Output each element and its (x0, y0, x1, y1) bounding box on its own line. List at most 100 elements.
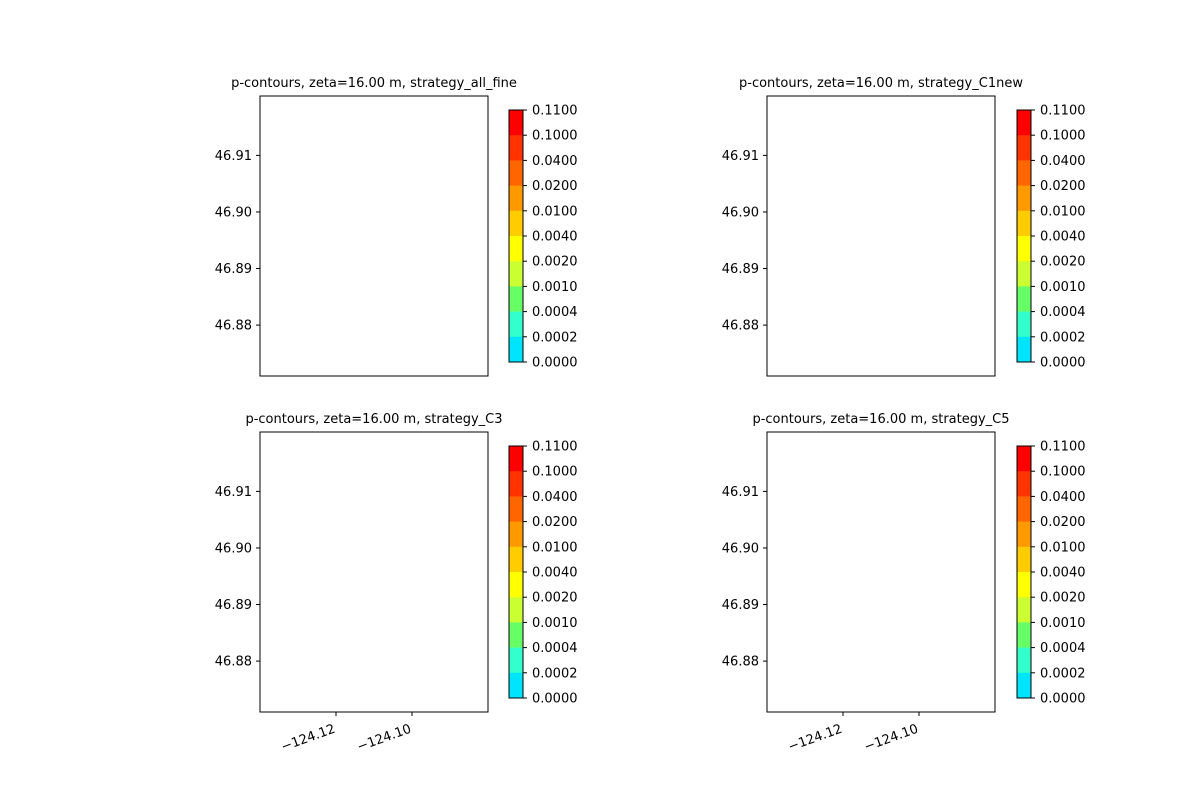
colorbar-segment (1017, 236, 1031, 262)
island-mark (356, 335, 359, 342)
colorbar-tick-label: 0.0000 (1040, 356, 1086, 371)
coastline-layer (765, 137, 953, 376)
y-tick-label: 46.88 (215, 655, 252, 670)
colorbar-segment (509, 572, 523, 598)
colorbar-segment (1017, 286, 1031, 313)
colorbar-tick-label: 0.0020 (532, 591, 578, 606)
island-mark (392, 675, 395, 682)
plot-frame (259, 431, 489, 713)
coastline-detail (427, 296, 432, 301)
colorbar-segment (509, 135, 523, 161)
island-mark (348, 298, 351, 305)
colorbar-tick-label: 0.0040 (1040, 230, 1086, 245)
y-tick-label: 46.89 (722, 262, 759, 277)
colorbar-tick-label: 0.0000 (532, 356, 578, 371)
y-tick-label: 46.91 (215, 149, 252, 164)
island-mark (856, 277, 858, 282)
island-mark (939, 547, 943, 553)
colorbar-tick-label: 0.0010 (532, 280, 578, 295)
colorbar-tick-label: 0.0010 (532, 616, 578, 631)
coastline-main (258, 473, 446, 712)
panel-title: p-contours, zeta=16.00 m, strategy_all_f… (231, 76, 517, 91)
colorbar-segment (1017, 135, 1031, 161)
y-tick-label: 46.90 (722, 541, 759, 556)
colorbar-segment (509, 496, 523, 523)
panel-3: p-contours, zeta=16.00 m, strategy_C3 46.… (215, 412, 578, 755)
colorbar: 0.1100 0.1000 0.0400 0.0200 0.0100 0.0040 0.00… (508, 440, 578, 707)
island-mark (356, 671, 359, 678)
coastline-main (765, 137, 953, 376)
colorbar-tick-label: 0.0040 (532, 230, 578, 245)
x-tick-label: −124.12 (279, 722, 337, 755)
colorbar-tick-label: 0.0002 (532, 666, 578, 681)
coastline-detail (919, 251, 935, 258)
coastline-main (258, 137, 446, 376)
colorbar-tick-label: 0.0040 (532, 566, 578, 581)
island-mark (806, 202, 809, 206)
colorbar: 0.1100 0.1000 0.0400 0.0200 0.0100 0.0040 0.00… (1016, 104, 1086, 371)
colorbar-tick-label: 0.1000 (532, 465, 578, 480)
colorbar-tick-label: 0.0400 (1040, 154, 1086, 169)
colorbar-tick-label: 0.0000 (1040, 692, 1086, 707)
colorbar-tick-label: 0.0004 (532, 305, 578, 320)
y-tick-label: 46.88 (722, 655, 759, 670)
colorbar-tick-label: 0.0100 (532, 204, 578, 219)
coastline-detail (415, 618, 424, 630)
island-mark (411, 231, 414, 234)
colorbar-segment (1017, 185, 1031, 212)
colorbar-tick-label: 0.0002 (1040, 666, 1086, 681)
colorbar-segment (509, 210, 523, 237)
colorbar-segment (509, 647, 523, 674)
island-mark (907, 700, 910, 709)
island-mark (855, 634, 858, 641)
island-mark (927, 208, 931, 213)
colorbar-tick-label: 0.0020 (1040, 591, 1086, 606)
coastline-west (293, 178, 340, 376)
island-mark (927, 544, 931, 549)
colorbar-segment (1017, 572, 1031, 598)
island-mark (400, 364, 403, 373)
colorbar-tick-label: 0.1100 (1040, 104, 1086, 119)
colorbar-segment (509, 185, 523, 212)
island-mark (432, 547, 436, 553)
island-mark (863, 335, 866, 342)
coastline-detail (912, 206, 935, 211)
colorbar-tick-label: 0.0200 (1040, 179, 1086, 194)
island-mark (907, 364, 910, 373)
colorbar-segment (509, 622, 523, 649)
y-tick-label: 46.89 (215, 262, 252, 277)
island-mark (349, 625, 352, 631)
colorbar-tick-label: 0.0200 (532, 515, 578, 530)
coastline-detail (412, 587, 428, 594)
colorbar-tick-label: 0.0200 (1040, 515, 1086, 530)
coastline-layer (258, 473, 446, 712)
plot-frame (766, 431, 996, 713)
colorbar-tick-label: 0.1000 (1040, 465, 1086, 480)
colorbar-segment (509, 521, 523, 548)
colorbar-segment (509, 160, 523, 187)
coastline-layer (765, 473, 953, 712)
y-tick-label: 46.91 (722, 485, 759, 500)
colorbar-segment (1017, 311, 1031, 338)
colorbar-segment (1017, 261, 1031, 287)
y-tick-label: 46.88 (215, 319, 252, 334)
island-mark (400, 700, 403, 709)
colorbar-segment (1017, 336, 1031, 363)
y-tick-label: 46.90 (215, 205, 252, 220)
y-tick-label: 46.90 (722, 205, 759, 220)
y-tick-label: 46.90 (215, 541, 252, 556)
island-mark (359, 349, 362, 355)
colorbar-segment (1017, 471, 1031, 497)
island-mark (296, 197, 300, 203)
island-mark (918, 231, 921, 234)
colorbar-segment (1017, 672, 1031, 699)
island-mark (348, 634, 351, 641)
colorbar-tick-label: 0.0002 (532, 330, 578, 345)
colorbar-segment (509, 546, 523, 573)
coastline-detail (407, 550, 420, 553)
y-tick-label: 46.89 (722, 598, 759, 613)
x-tick-label: −124.10 (355, 722, 413, 755)
island-mark (349, 289, 352, 295)
colorbar-segment (1017, 521, 1031, 548)
island-mark (866, 349, 869, 355)
